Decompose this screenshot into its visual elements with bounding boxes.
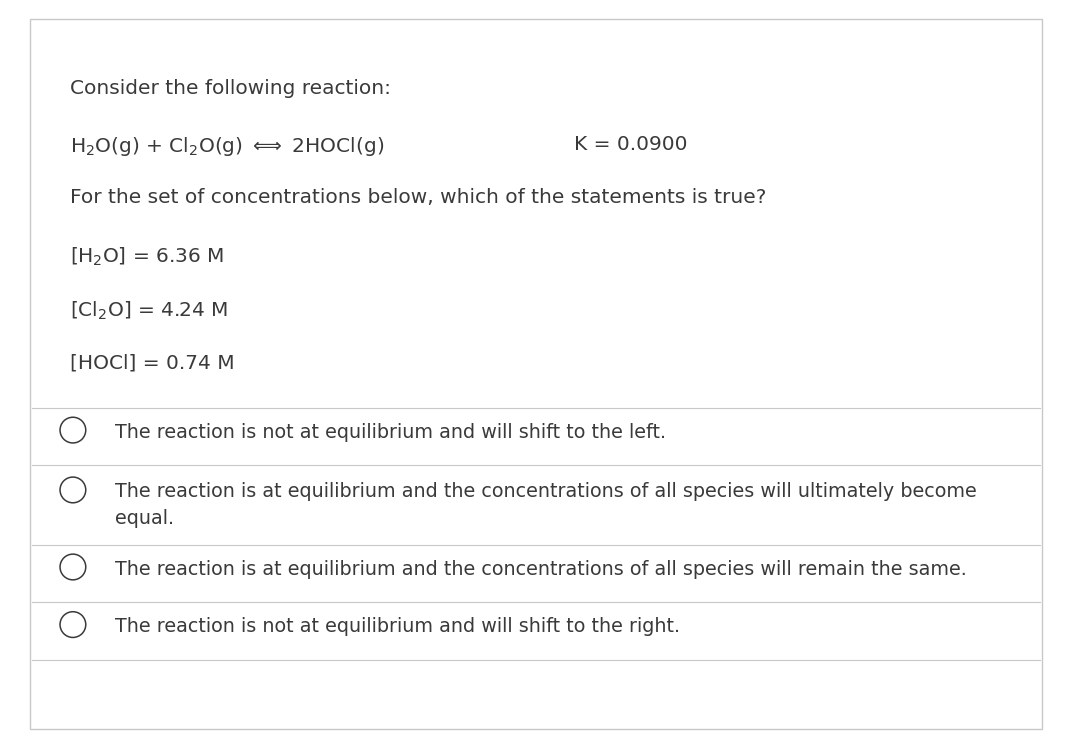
Text: [Cl$_2$O] = 4.24 M: [Cl$_2$O] = 4.24 M	[70, 299, 227, 322]
Text: The reaction is not at equilibrium and will shift to the right.: The reaction is not at equilibrium and w…	[115, 617, 680, 636]
Text: The reaction is at equilibrium and the concentrations of all species will remain: The reaction is at equilibrium and the c…	[115, 560, 967, 578]
Text: K = 0.0900: K = 0.0900	[574, 135, 687, 153]
Text: For the set of concentrations below, which of the statements is true?: For the set of concentrations below, whi…	[70, 188, 766, 207]
Text: The reaction is at equilibrium and the concentrations of all species will ultima: The reaction is at equilibrium and the c…	[115, 482, 977, 528]
Text: [HOCl] = 0.74 M: [HOCl] = 0.74 M	[70, 353, 235, 372]
Text: H$_2$O(g) + Cl$_2$O(g) $\Longleftrightarrow$ 2HOCl(g): H$_2$O(g) + Cl$_2$O(g) $\Longleftrightar…	[70, 135, 384, 158]
Text: Consider the following reaction:: Consider the following reaction:	[70, 79, 390, 97]
Text: The reaction is not at equilibrium and will shift to the left.: The reaction is not at equilibrium and w…	[115, 423, 666, 441]
FancyBboxPatch shape	[30, 19, 1042, 729]
Text: [H$_2$O] = 6.36 M: [H$_2$O] = 6.36 M	[70, 245, 224, 268]
